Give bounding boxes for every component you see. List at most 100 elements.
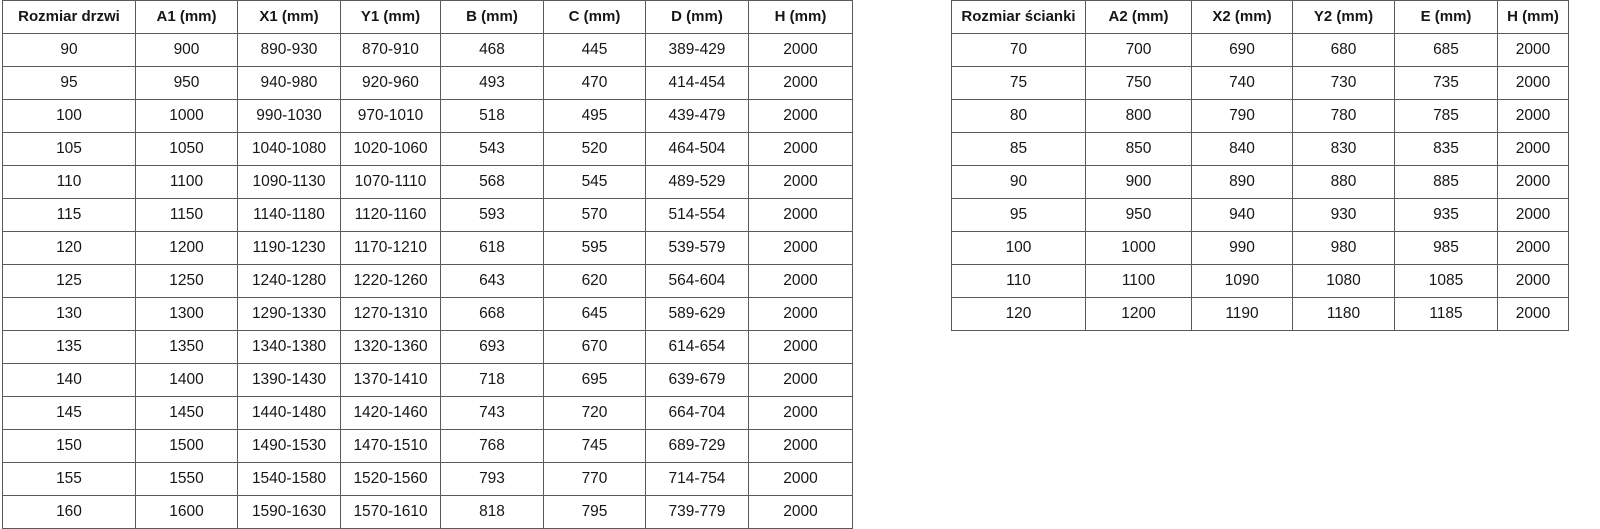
table-cell: 90 [2, 33, 136, 67]
table-cell: 2000 [748, 66, 853, 100]
table-cell: 470 [543, 66, 646, 100]
table-row: 95 950 940 930 935 2000 [951, 198, 1569, 232]
table-cell: 735 [1394, 66, 1498, 100]
table-cell: 2000 [748, 396, 853, 430]
table-cell: 1190 [1191, 297, 1293, 331]
table-cell: 1370-1410 [340, 363, 441, 397]
table-cell: 1200 [135, 231, 238, 265]
column-header-y1: Y1 (mm) [340, 0, 441, 34]
table-cell: 95 [951, 198, 1086, 232]
table-cell: 539-579 [645, 231, 749, 265]
table-row: 100 1000 990 980 985 2000 [951, 231, 1569, 265]
table-cell: 670 [543, 330, 646, 364]
table-cell: 1420-1460 [340, 396, 441, 430]
table-cell: 593 [440, 198, 544, 232]
table-cell: 105 [2, 132, 136, 166]
table-cell: 990 [1191, 231, 1293, 265]
table-cell: 2000 [748, 198, 853, 232]
table-cell: 1300 [135, 297, 238, 331]
table-cell: 900 [135, 33, 238, 67]
table-cell: 568 [440, 165, 544, 199]
table-row: 155 1550 1540-1580 1520-1560 793 770 714-754 20… [2, 462, 853, 496]
table-cell: 1100 [135, 165, 238, 199]
table-row: 150 1500 1490-1530 1470-1510 768 745 689-729 20… [2, 429, 853, 463]
table-cell: 90 [951, 165, 1086, 199]
table-cell: 2000 [1497, 99, 1569, 133]
table-cell: 950 [135, 66, 238, 100]
table-row: 85 850 840 830 835 2000 [951, 132, 1569, 166]
table-cell: 445 [543, 33, 646, 67]
table-row: 115 1150 1140-1180 1120-1160 593 570 514-554 20… [2, 198, 853, 232]
table-cell: 155 [2, 462, 136, 496]
table-cell: 2000 [748, 363, 853, 397]
table-cell: 110 [2, 165, 136, 199]
table-cell: 1070-1110 [340, 165, 441, 199]
column-header-y2: Y2 (mm) [1292, 0, 1395, 34]
table-cell: 835 [1394, 132, 1498, 166]
table-cell: 495 [543, 99, 646, 133]
table-row: 80 800 790 780 785 2000 [951, 99, 1569, 133]
table-cell: 1590-1630 [237, 495, 341, 529]
table-cell: 1190-1230 [237, 231, 341, 265]
table-cell: 493 [440, 66, 544, 100]
table-cell: 970-1010 [340, 99, 441, 133]
column-header-rozmiar-drzwi: Rozmiar drzwi [2, 0, 136, 34]
table-cell: 1500 [135, 429, 238, 463]
table-cell: 2000 [748, 495, 853, 529]
table-cell: 2000 [1497, 66, 1569, 100]
column-header-x1: X1 (mm) [237, 0, 341, 34]
table-cell: 1150 [135, 198, 238, 232]
table-cell: 120 [951, 297, 1086, 331]
table-cell: 1170-1210 [340, 231, 441, 265]
table-cell: 693 [440, 330, 544, 364]
table-cell: 1020-1060 [340, 132, 441, 166]
table-cell: 668 [440, 297, 544, 331]
table-cell: 1200 [1085, 297, 1192, 331]
table-cell: 589-629 [645, 297, 749, 331]
table-row: 100 1000 990-1030 970-1010 518 495 439-479 2000 [2, 99, 853, 133]
column-header-h: H (mm) [748, 0, 853, 34]
table-cell: 680 [1292, 33, 1395, 67]
table-cell: 743 [440, 396, 544, 430]
table-cell: 840 [1191, 132, 1293, 166]
table-cell: 120 [2, 231, 136, 265]
table-cell: 1320-1360 [340, 330, 441, 364]
table-cell: 890 [1191, 165, 1293, 199]
table-cell: 1440-1480 [237, 396, 341, 430]
table-row: 105 1050 1040-1080 1020-1060 543 520 464-504 20… [2, 132, 853, 166]
table-cell: 745 [543, 429, 646, 463]
table-cell: 115 [2, 198, 136, 232]
table-cell: 830 [1292, 132, 1395, 166]
table-cell: 543 [440, 132, 544, 166]
table-cell: 2000 [748, 297, 853, 331]
column-header-c: C (mm) [543, 0, 646, 34]
table-cell: 595 [543, 231, 646, 265]
table-row: 70 700 690 680 685 2000 [951, 33, 1569, 67]
table-cell: 2000 [748, 33, 853, 67]
table-cell: 100 [2, 99, 136, 133]
table-cell: 2000 [1497, 264, 1569, 298]
table-cell: 2000 [748, 264, 853, 298]
table-cell: 2000 [1497, 297, 1569, 331]
table-cell: 110 [951, 264, 1086, 298]
table-cell: 780 [1292, 99, 1395, 133]
table-cell: 740 [1191, 66, 1293, 100]
table-cell: 980 [1292, 231, 1395, 265]
table-cell: 150 [2, 429, 136, 463]
table-cell: 135 [2, 330, 136, 364]
table-cell: 2000 [748, 231, 853, 265]
table-cell: 695 [543, 363, 646, 397]
table-cell: 1080 [1292, 264, 1395, 298]
column-header-a1: A1 (mm) [135, 0, 238, 34]
table-cell: 518 [440, 99, 544, 133]
table-cell: 714-754 [645, 462, 749, 496]
table-cell: 664-704 [645, 396, 749, 430]
door-size-table-body: 90 900 890-930 870-910 468 445 389-429 2000 95 95… [2, 33, 853, 529]
table-cell: 689-729 [645, 429, 749, 463]
table-cell: 1185 [1394, 297, 1498, 331]
table-cell: 770 [543, 462, 646, 496]
wall-size-table: Rozmiar ścianki A2 (mm) X2 (mm) Y2 (mm) … [951, 0, 1569, 331]
table-row: 120 1200 1190-1230 1170-1210 618 595 539-579 20… [2, 231, 853, 265]
table-cell: 1085 [1394, 264, 1498, 298]
table-cell: 1540-1580 [237, 462, 341, 496]
